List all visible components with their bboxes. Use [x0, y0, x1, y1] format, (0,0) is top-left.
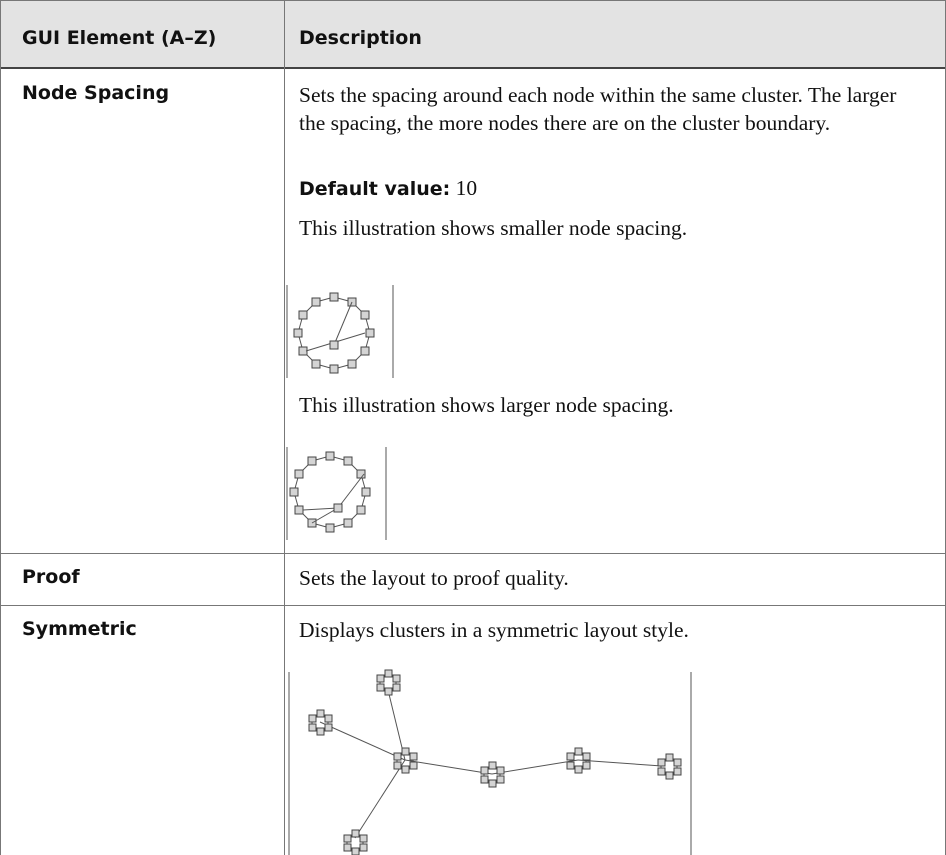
default-number: 10: [455, 176, 478, 200]
header-cell: GUI Element (A–Z): [22, 27, 217, 49]
border: [0, 0, 946, 1]
description: Displays clusters in a symmetric layout …: [299, 618, 689, 642]
default-label: Default value:: [299, 178, 451, 200]
caption: This illustration shows larger node spac…: [299, 393, 674, 417]
description: Sets the spacing around each node within…: [299, 83, 897, 135]
illustration-small-spacing: [286, 285, 394, 378]
border: [0, 67, 946, 69]
border: [284, 0, 285, 855]
header-cell: Description: [299, 27, 422, 49]
header-row: [0, 0, 946, 68]
illustration-large-spacing: [286, 447, 387, 540]
border: [0, 605, 946, 606]
default-value: Default value: 10: [299, 174, 477, 203]
description: Sets the layout to proof quality.: [299, 566, 569, 590]
caption: This illustration shows smaller node spa…: [299, 216, 688, 240]
border: [0, 0, 1, 855]
element-name: Symmetric: [22, 618, 137, 640]
element-name: Proof: [22, 566, 80, 588]
border: [0, 553, 946, 554]
element-name: Node Spacing: [22, 82, 170, 104]
illustration-symmetric: [288, 669, 692, 855]
